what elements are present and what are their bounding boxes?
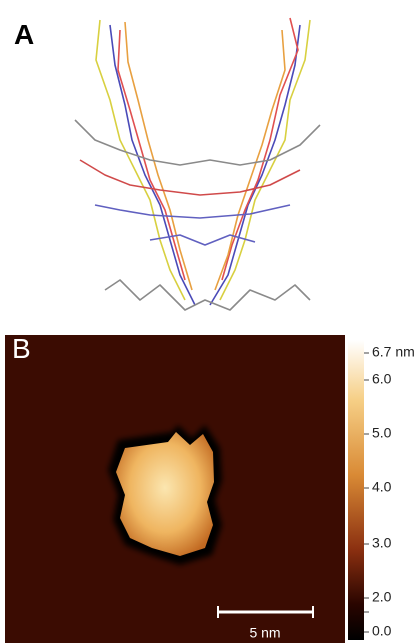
colorbar-label: 6.7 nm [372,344,414,360]
colorbar-label: 3.0 [372,535,392,551]
colorbar-label: 2.0 [372,589,392,605]
colorbar-ticks [364,353,369,632]
panel-label: A [14,19,34,50]
figure: A B 5 nm 6.7 nm 6.0 5.0 4.0 3.0 2.0 0.0 [0,0,414,643]
colorbar-label: 5.0 [372,425,392,441]
panel-label: B [12,333,31,364]
colorbar-label: 6.0 [372,371,392,387]
protein-structure [75,18,320,310]
colorbar-label: 4.0 [372,479,392,495]
scale-bar-label: 5 nm [249,625,280,641]
colorbar-label: 0.0 [372,623,392,639]
colorbar [348,340,364,640]
afm-particle [116,432,214,556]
